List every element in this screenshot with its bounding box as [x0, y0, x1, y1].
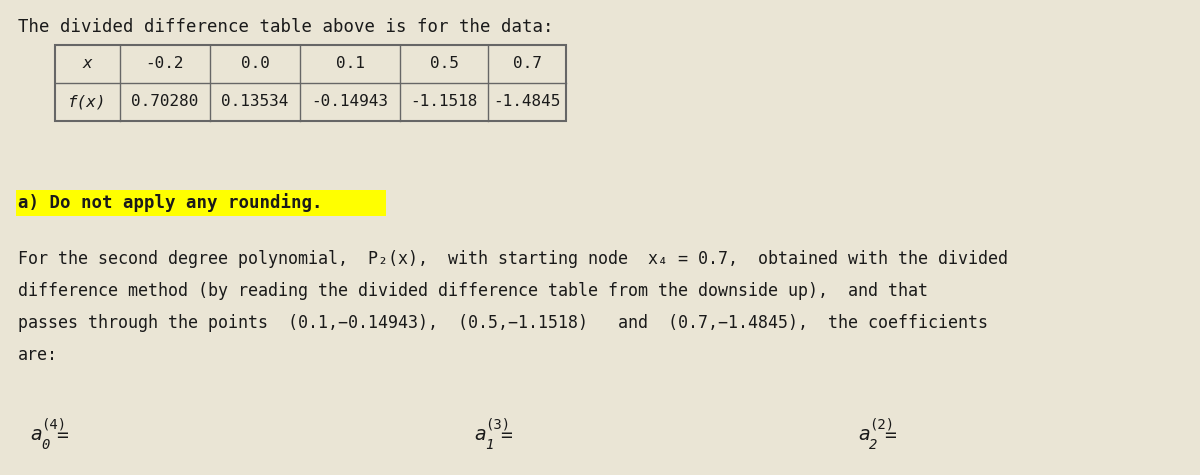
Text: =: = [56, 426, 67, 445]
Text: difference method (by reading the divided difference table from the downside up): difference method (by reading the divide… [18, 282, 928, 300]
Text: (2): (2) [869, 418, 894, 432]
Text: -1.1518: -1.1518 [410, 95, 478, 110]
Text: (3): (3) [485, 418, 510, 432]
Text: -1.4845: -1.4845 [493, 95, 560, 110]
Text: a: a [30, 426, 42, 445]
Text: a: a [858, 426, 870, 445]
Text: 0.13534: 0.13534 [221, 95, 289, 110]
Text: The divided difference table above is for the data:: The divided difference table above is fo… [18, 18, 553, 36]
Text: For the second degree polynomial,  P₂(x),  with starting node  x₄ = 0.7,  obtain: For the second degree polynomial, P₂(x),… [18, 250, 1008, 268]
Text: x: x [83, 57, 92, 72]
Text: 0.0: 0.0 [240, 57, 270, 72]
Text: 0: 0 [41, 438, 49, 452]
Text: 0.7: 0.7 [512, 57, 541, 72]
Text: are:: are: [18, 346, 58, 364]
Text: f(x): f(x) [68, 95, 107, 110]
Text: a: a [474, 426, 486, 445]
Text: passes through the points  (0.1,−0.14943),  (0.5,−1.1518)   and  (0.7,−1.4845), : passes through the points (0.1,−0.14943)… [18, 314, 988, 332]
Text: -0.2: -0.2 [145, 57, 185, 72]
Text: 0.5: 0.5 [430, 57, 458, 72]
Text: 2: 2 [869, 438, 877, 452]
Text: a) Do not apply any rounding.: a) Do not apply any rounding. [18, 193, 323, 212]
Bar [55, 45, 566, 121]
Text: =: = [500, 426, 511, 445]
Text: 1: 1 [485, 438, 493, 452]
Text: (4): (4) [41, 418, 66, 432]
Text: =: = [884, 426, 895, 445]
Bar [16, 190, 386, 216]
Text: 0.70280: 0.70280 [131, 95, 199, 110]
Text: 0.1: 0.1 [336, 57, 365, 72]
Text: -0.14943: -0.14943 [312, 95, 389, 110]
